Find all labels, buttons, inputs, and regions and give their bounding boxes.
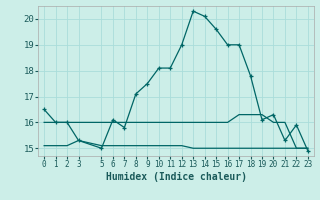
X-axis label: Humidex (Indice chaleur): Humidex (Indice chaleur) [106,172,246,182]
